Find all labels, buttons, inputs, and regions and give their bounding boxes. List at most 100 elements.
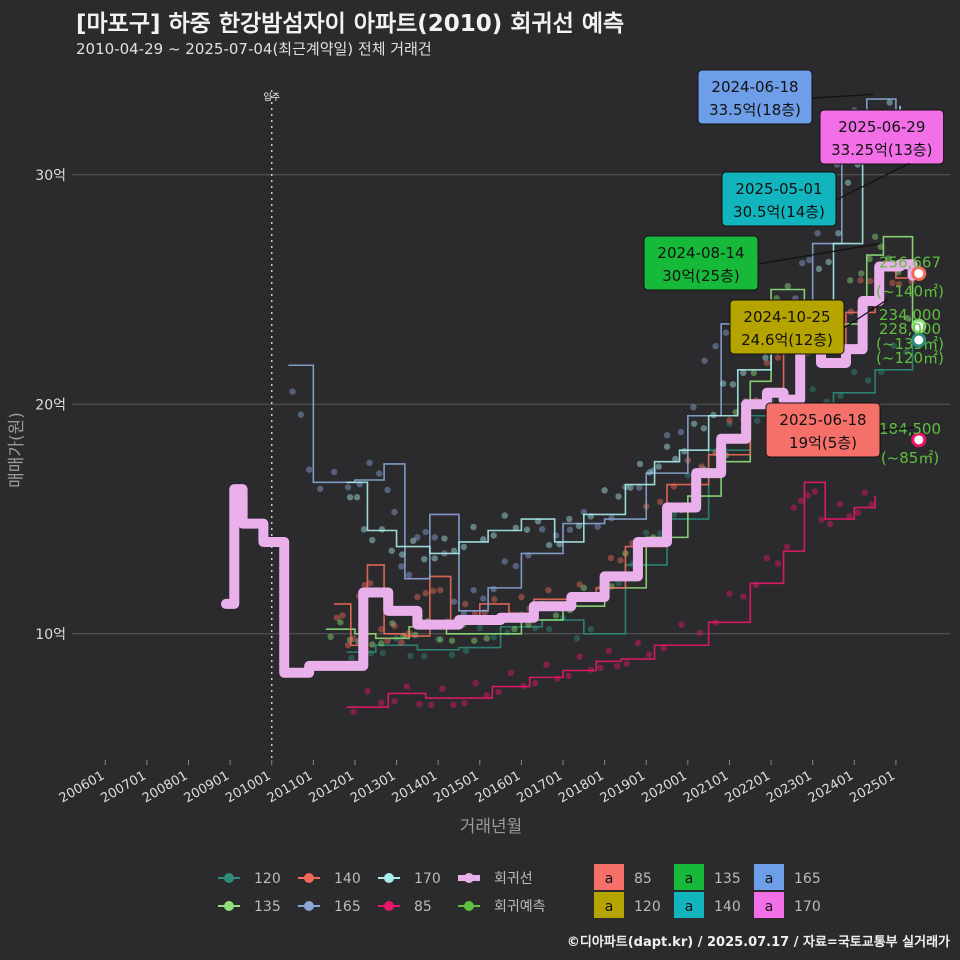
data-point [450,701,457,709]
annotation-price: 30억(25층) [662,267,739,285]
legend-label: 85 [634,871,652,887]
legend-dot [464,873,474,883]
data-point [846,513,853,520]
data-point [844,179,852,186]
data-point [677,428,685,436]
data-point [623,660,631,667]
data-point [431,534,438,541]
data-point [384,486,391,494]
legend-label: 85 [414,899,432,915]
data-point [597,664,604,672]
series-line-170 [346,105,901,555]
data-point [885,255,892,262]
data-point [552,532,560,539]
data-point [490,532,497,539]
data-point [678,621,685,628]
data-point [305,466,313,473]
data-point [763,554,771,562]
legend-label: 120 [254,871,281,887]
data-point [434,636,442,643]
data-point [461,699,468,707]
data-point [398,551,406,558]
data-point [729,381,737,388]
forecast-value: 256,667 [879,253,941,271]
data-point [512,562,520,570]
x-tick-label: 202501 [847,768,897,806]
data-point [825,258,832,266]
data-point [643,529,650,536]
x-tick-label: 200601 [57,768,107,806]
annotation-leader [879,426,916,432]
data-point [378,699,385,706]
data-point [462,647,470,655]
legend-swatch-glyph: a [685,899,694,915]
data-point [495,688,502,696]
data-point [576,653,583,660]
data-point [333,614,341,621]
legend-swatch [674,864,704,890]
annotation-price: 33.5억(18층) [709,101,801,119]
x-tick-label: 202101 [681,768,731,806]
annotation-leader [811,93,874,99]
legend-swatch-glyph: a [765,899,774,915]
data-point [866,255,873,263]
data-point [740,369,747,377]
data-point [545,541,553,549]
data-point [460,543,468,551]
data-point [552,612,560,619]
chart-subtitle: 2010-04-29 ~ 2025-07-04(최근계약일) 전체 거래건 [76,40,432,58]
legend-swatch-glyph: a [685,871,694,887]
y-tick-label: 10억 [35,627,66,643]
data-point [448,637,456,644]
forecast-area: (~140㎡) [876,282,944,300]
data-point [656,530,664,537]
data-point [814,230,821,237]
x-tick-label: 202001 [639,768,689,806]
forecast-value: 234,000 [879,306,941,324]
data-point [369,641,376,648]
forecast-area: (~120㎡) [876,349,944,367]
forecast-point-120 [911,332,927,348]
x-tick-label: 201301 [348,768,398,806]
data-point [441,535,448,542]
y-axis-label: 매매가(원) [7,412,27,488]
series-line-120 [346,340,914,653]
data-point [414,593,421,601]
x-tick-label: 202401 [806,768,856,806]
x-tick-label: 202201 [723,768,773,806]
forecast-value: 228,000 [879,320,941,338]
data-point [490,585,497,593]
data-point [864,377,872,384]
x-tick-label: 202301 [764,768,814,806]
annotation-box [819,109,945,165]
x-tick-label: 200901 [182,768,232,806]
data-point [523,526,531,533]
data-point [353,494,361,501]
legend-swatch [594,864,624,890]
data-point [634,639,642,647]
data-point [681,448,688,455]
legend-swatch-glyph: a [765,871,774,887]
x-tick-label: 201601 [473,768,523,806]
data-point [858,270,865,277]
annotation-price: 19억(5층) [789,434,857,452]
annotation-date: 2024-10-25 [743,308,830,326]
data-point [627,484,634,491]
data-point [476,624,483,632]
data-point [448,651,456,659]
data-point [430,587,437,595]
legend-swatch-glyph: a [605,899,614,915]
data-point [403,683,411,690]
data-point [783,543,791,550]
annotation-box [729,299,845,355]
legend-dot [304,873,314,883]
x-tick-label: 201101 [265,768,315,806]
data-point [573,635,581,642]
legend-label: 135 [254,899,281,915]
data-point [646,469,653,476]
data-point [804,492,812,499]
annotation-date: 2025-05-01 [735,180,822,198]
data-point [835,230,842,237]
